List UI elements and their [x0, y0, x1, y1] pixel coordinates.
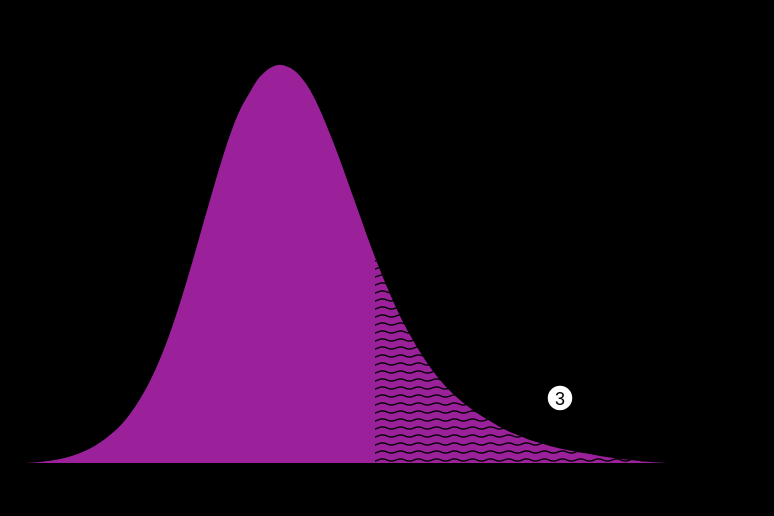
distribution-chart: 3 — [0, 0, 774, 516]
marker-label: 3 — [555, 389, 565, 409]
tail-marker: 3 — [547, 385, 573, 411]
